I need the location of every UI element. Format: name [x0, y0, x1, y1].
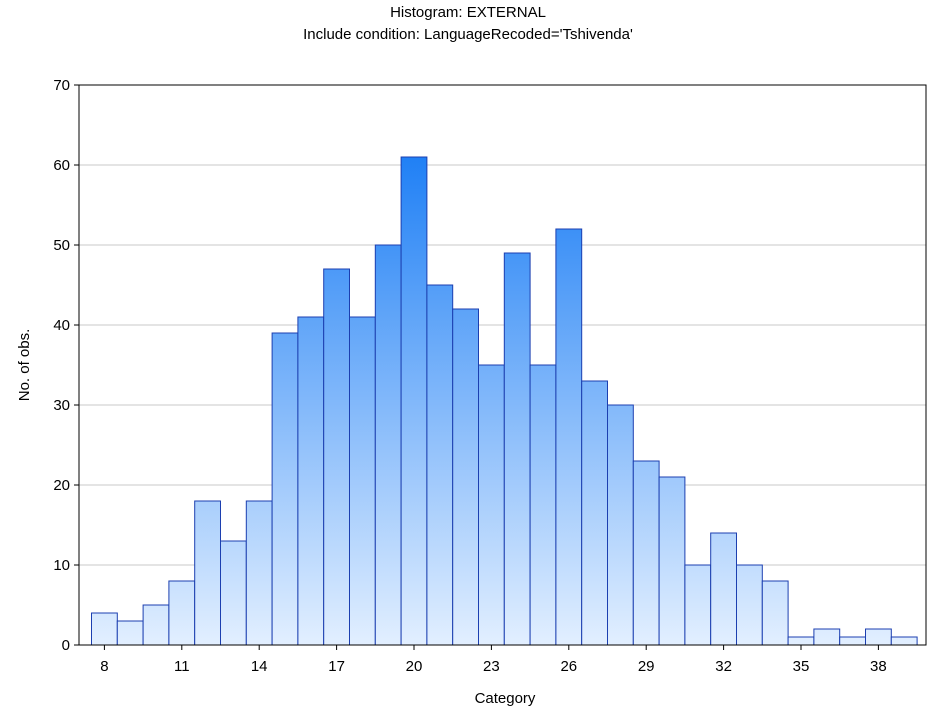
y-tick-label: 70: [53, 77, 70, 94]
histogram-bar: [736, 564, 763, 646]
x-tick-label: 23: [483, 658, 500, 675]
y-tick-label: 40: [53, 317, 70, 334]
chart-subtitle: Include condition: LanguageRecoded='Tshi…: [303, 26, 633, 43]
histogram-bar: [761, 580, 789, 646]
y-tick-label: 30: [53, 397, 70, 414]
histogram-bar: [452, 308, 480, 646]
y-tick-label: 50: [53, 237, 70, 254]
histogram-bar: [91, 612, 118, 646]
histogram-bar: [632, 460, 660, 646]
histogram-bar: [607, 404, 634, 646]
histogram-bar: [426, 284, 454, 646]
histogram-bar: [400, 156, 428, 646]
histogram-bar: [813, 628, 841, 646]
histogram-bar: [684, 564, 712, 646]
y-axis: 0 10 20 30 40 50 60 70: [53, 77, 79, 654]
y-tick-label: 20: [53, 477, 70, 494]
histogram-bar: [710, 532, 738, 646]
histogram-bar: [374, 244, 402, 646]
x-tick-label: 14: [251, 658, 268, 675]
histogram-bar: [865, 628, 892, 646]
plot-frame: [78, 84, 927, 646]
histogram-bar: [168, 580, 196, 646]
x-tick-label: 38: [870, 658, 887, 675]
histogram-bar: [194, 500, 221, 646]
y-tick-label: 10: [53, 557, 70, 574]
histogram-bar: [245, 500, 273, 646]
histogram-bar: [478, 364, 505, 646]
y-tick-label: 60: [53, 157, 70, 174]
x-tick-label: 11: [174, 658, 190, 675]
histogram-bar: [116, 620, 144, 646]
x-tick-label: 32: [715, 658, 732, 675]
histogram-bar: [220, 540, 247, 646]
histogram-bar: [271, 332, 299, 646]
y-axis-label: No. of obs.: [16, 329, 33, 402]
x-tick-label: 26: [560, 658, 577, 675]
histogram-bar: [297, 316, 325, 646]
chart-title: Histogram: EXTERNAL: [390, 4, 546, 21]
histogram-bar: [142, 604, 170, 646]
bars: [91, 156, 918, 646]
x-axis-label: Category: [475, 690, 536, 707]
histogram-bar: [787, 636, 815, 646]
x-tick-label: 29: [638, 658, 655, 675]
histogram-bar: [555, 228, 583, 646]
x-axis: 8 11 14 17 20 23 26 29 32 35 38: [100, 645, 887, 675]
histogram-bar: [839, 636, 867, 646]
x-tick-label: 20: [406, 658, 423, 675]
histogram-bar: [658, 476, 686, 646]
histogram-bar: [581, 380, 609, 646]
x-tick-label: 8: [100, 658, 108, 675]
histogram-bar: [323, 268, 351, 646]
x-tick-label: 35: [793, 658, 810, 675]
x-tick-label: 17: [328, 658, 345, 675]
y-tick-label: 0: [62, 637, 70, 654]
histogram-bar: [890, 636, 918, 646]
histogram-bar: [503, 252, 531, 646]
histogram-bar: [349, 316, 376, 646]
histogram-bar: [529, 364, 557, 646]
